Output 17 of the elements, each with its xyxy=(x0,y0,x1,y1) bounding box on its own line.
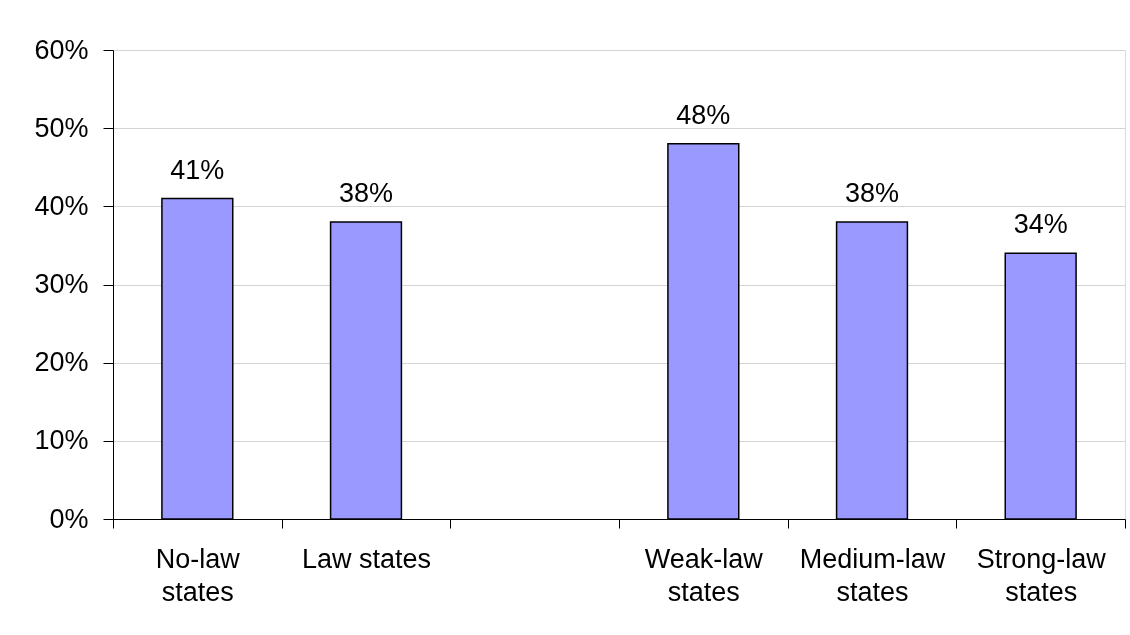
data-label: 38% xyxy=(338,177,394,208)
y-tick-label: 30% xyxy=(34,269,89,299)
y-tick-label: 0% xyxy=(49,503,89,534)
x-tick-label: Weak-law states xyxy=(644,543,764,607)
y-tick-label: 40% xyxy=(34,190,89,221)
x-tick-label: No-law states xyxy=(155,543,241,607)
data-label: 34% xyxy=(1013,209,1068,240)
x-tick-label: Medium-law states xyxy=(799,543,946,607)
data-label: 41% xyxy=(170,154,225,185)
y-tick-label: 10% xyxy=(34,425,89,456)
x-tick-label: Strong-law states xyxy=(976,543,1107,607)
y-tick-label: 20% xyxy=(34,347,89,378)
data-label: 38% xyxy=(844,177,900,208)
data-label: 48% xyxy=(676,99,731,130)
y-tick-label: 60% xyxy=(34,34,89,65)
x-tick-label: Law states xyxy=(301,543,432,574)
y-tick-label: 50% xyxy=(34,112,89,143)
